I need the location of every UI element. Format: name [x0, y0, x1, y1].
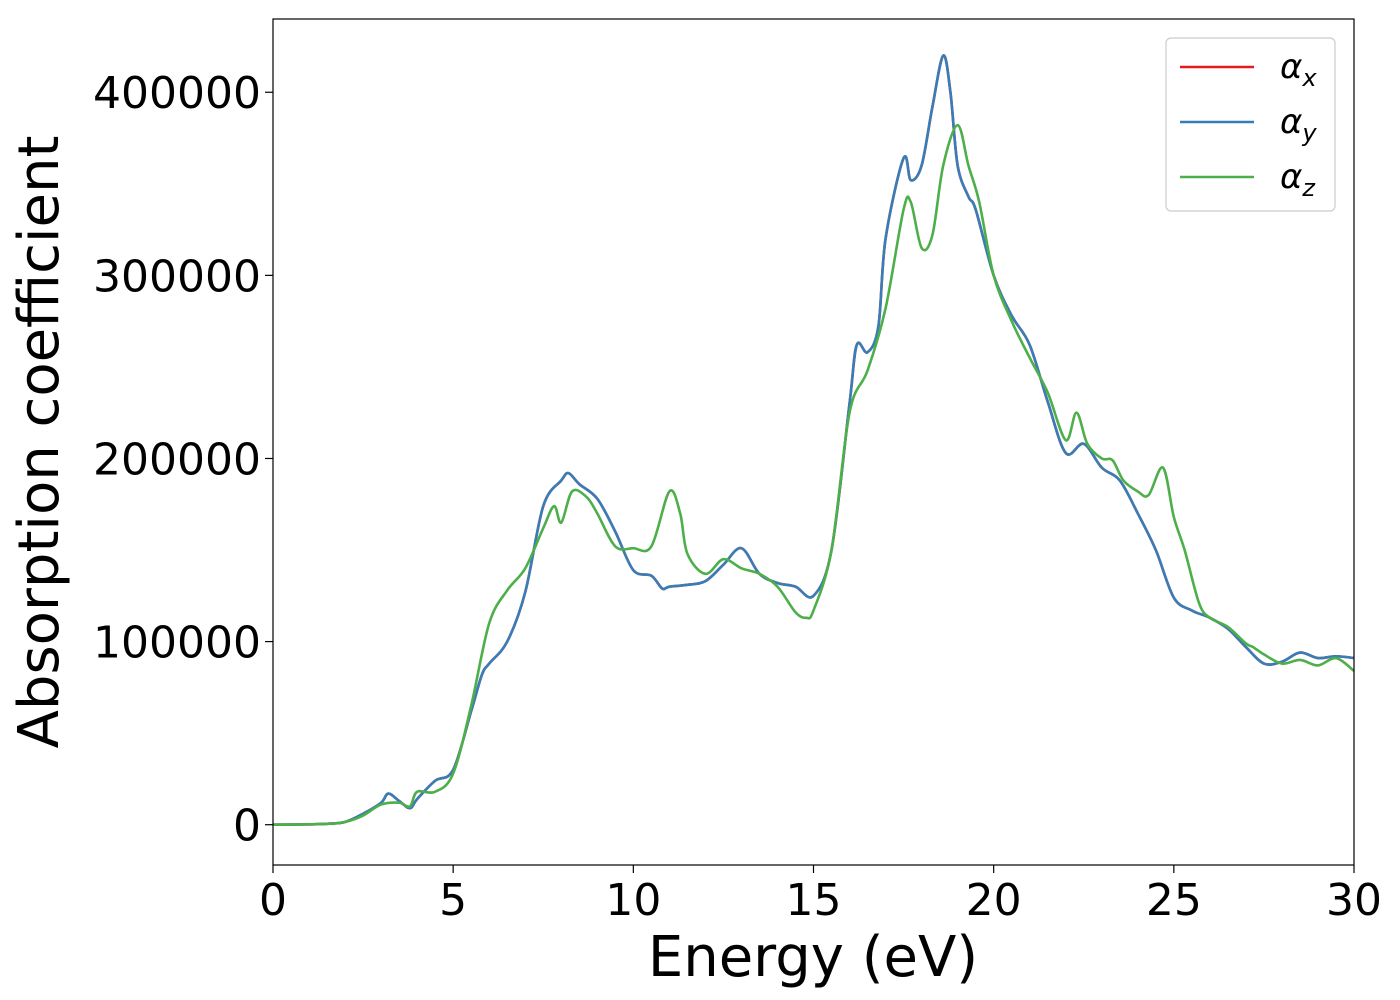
axis-ticks: [265, 91, 1355, 873]
legend-frame: [1165, 37, 1336, 212]
x-tick-label: 10: [605, 875, 661, 926]
y-tick-label: 400000: [93, 68, 261, 119]
plot-frame: [272, 18, 1355, 866]
y-axis-title: Absorption coefficient: [7, 136, 72, 749]
legend-label: αy: [1280, 102, 1317, 147]
x-tick-label: 30: [1326, 875, 1382, 926]
x-tick-label: 15: [786, 875, 842, 926]
y-tick-label: 200000: [93, 434, 261, 485]
axis-tick-labels: 0 5 10 15 20 25 30 0 100000 200000 300000 400000: [93, 68, 1382, 926]
series-line-alpha-z: [273, 123, 1354, 827]
legend-label: αz: [1280, 157, 1316, 202]
legend-label: αx: [1280, 47, 1317, 92]
y-tick-label: 300000: [93, 251, 261, 302]
x-tick-label: 5: [439, 875, 467, 926]
x-axis-title: Energy (eV): [648, 925, 978, 990]
plot-area: [273, 54, 1354, 827]
series-lines: [273, 54, 1354, 827]
y-tick-label: 100000: [93, 618, 261, 669]
y-tick-label: 0: [233, 801, 261, 852]
x-tick-label: 25: [1146, 875, 1202, 926]
x-tick-label: 20: [966, 875, 1022, 926]
x-tick-label: 0: [259, 875, 287, 926]
legend: αx αy αz: [1165, 37, 1336, 212]
